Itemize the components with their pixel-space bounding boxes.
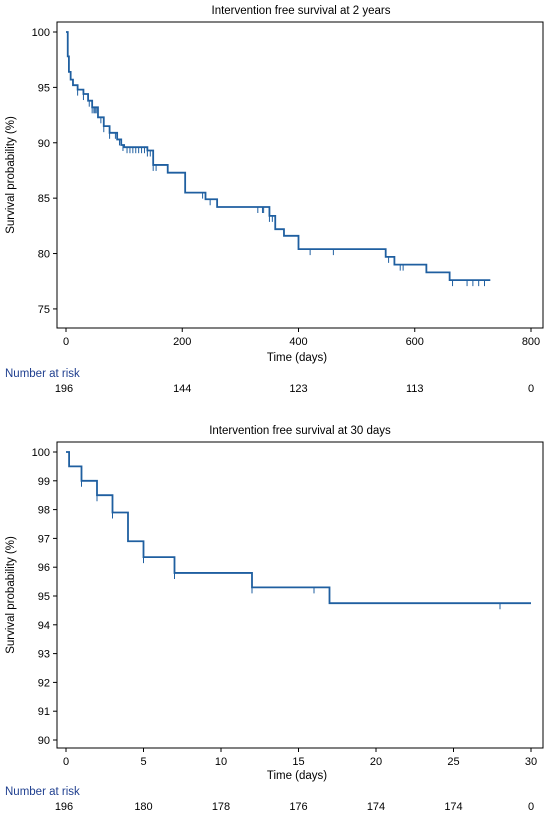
- x-tick-label: 15: [292, 756, 304, 768]
- x-tick-label: 25: [447, 756, 459, 768]
- survival-step-line: [66, 452, 531, 603]
- risk-table-label: Number at risk: [5, 368, 80, 380]
- y-tick-label: 94: [38, 620, 50, 632]
- risk-count: 178: [212, 801, 230, 813]
- y-tick-label: 100: [32, 447, 50, 459]
- y-tick-label: 91: [38, 706, 50, 718]
- y-tick-label: 96: [38, 562, 50, 574]
- y-tick-label: 97: [38, 533, 50, 545]
- y-axis: 90 91 92 93 94 95 96 97 98 99 100: [32, 447, 57, 747]
- risk-count: 176: [289, 801, 307, 813]
- x-tick-label: 0: [63, 756, 69, 768]
- risk-table-label: Number at risk: [5, 786, 80, 798]
- x-tick-label: 30: [525, 756, 537, 768]
- chart-30-days: Intervention free survival at 30 days Su…: [5, 425, 543, 813]
- risk-count: 123: [289, 383, 307, 395]
- x-axis-label: Time (days): [267, 352, 327, 364]
- y-tick-label: 90: [38, 138, 50, 150]
- x-tick-label: 600: [406, 336, 424, 348]
- y-axis-label: Survival probability (%): [5, 116, 17, 234]
- risk-count: 0: [528, 801, 534, 813]
- y-tick-label: 95: [38, 82, 50, 94]
- plot-area: [57, 22, 543, 328]
- x-tick-label: 20: [370, 756, 382, 768]
- survival-curve: [66, 32, 490, 286]
- x-axis: 0 5 10 15 20 25 30: [63, 748, 537, 768]
- x-tick-label: 400: [289, 336, 307, 348]
- x-axis: 0 200 400 600 800: [63, 328, 540, 348]
- y-tick-label: 95: [38, 591, 50, 603]
- risk-count: 113: [406, 383, 424, 395]
- x-tick-label: 0: [63, 336, 69, 348]
- y-tick-label: 85: [38, 193, 50, 205]
- survival-step-line: [66, 32, 490, 280]
- y-tick-label: 93: [38, 649, 50, 661]
- risk-table: 196 144 123 113 0: [55, 383, 534, 395]
- y-tick-label: 98: [38, 505, 50, 517]
- y-tick-label: 90: [38, 735, 50, 747]
- y-axis-label: Survival probability (%): [5, 536, 17, 654]
- x-tick-label: 200: [173, 336, 191, 348]
- risk-count: 0: [528, 383, 534, 395]
- x-tick-label: 10: [215, 756, 227, 768]
- risk-count: 174: [367, 801, 385, 813]
- plot-border: [57, 442, 543, 748]
- plot-border: [57, 22, 543, 328]
- x-tick-label: 5: [140, 756, 146, 768]
- risk-count: 174: [444, 801, 462, 813]
- risk-table: 196 180 178 176 174 174 0: [55, 801, 534, 813]
- risk-count: 196: [55, 801, 73, 813]
- y-tick-label: 75: [38, 304, 50, 316]
- risk-count: 180: [134, 801, 152, 813]
- x-tick-label: 800: [522, 336, 540, 348]
- risk-count: 144: [173, 383, 191, 395]
- risk-count: 196: [55, 383, 73, 395]
- plot-area: [57, 442, 543, 748]
- chart-title: Intervention free survival at 2 years: [212, 5, 391, 17]
- y-tick-label: 92: [38, 677, 50, 689]
- chart-title: Intervention free survival at 30 days: [209, 425, 391, 437]
- y-axis: 75 80 85 90 95 100: [32, 27, 57, 316]
- y-tick-label: 99: [38, 476, 50, 488]
- chart-2-years: Intervention free survival at 2 years Su…: [5, 5, 543, 395]
- y-tick-label: 80: [38, 249, 50, 261]
- x-axis-label: Time (days): [267, 770, 327, 782]
- survival-curve: [66, 452, 531, 609]
- y-tick-label: 100: [32, 27, 50, 39]
